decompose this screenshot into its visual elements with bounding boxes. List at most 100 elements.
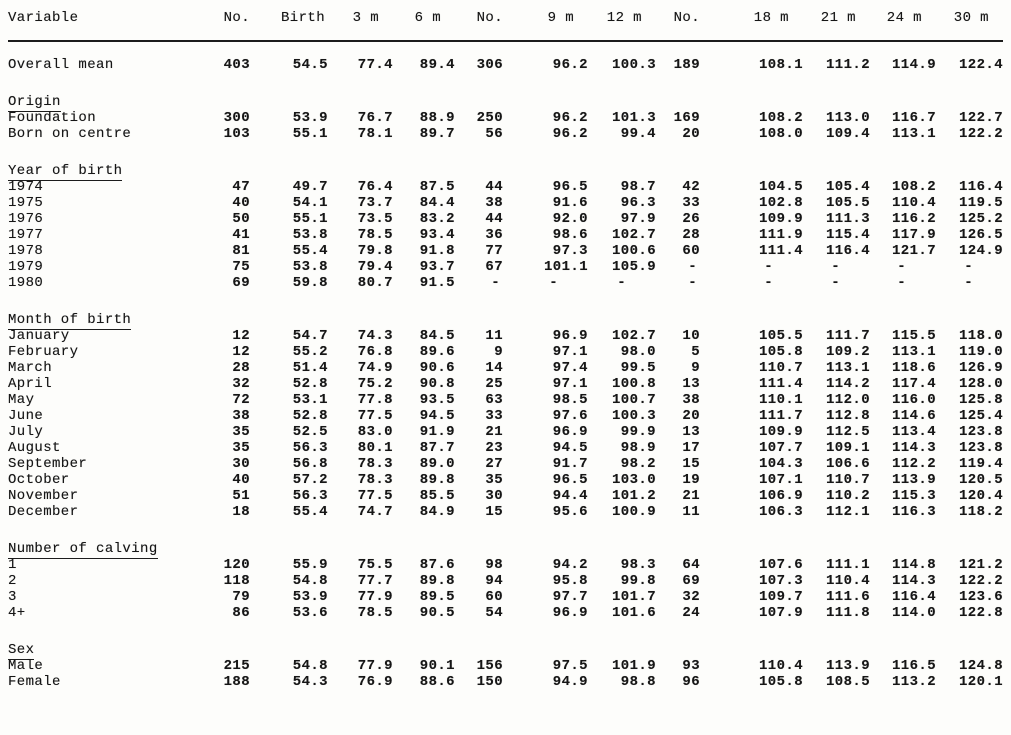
- cell-value: 96.2: [552, 110, 588, 126]
- cell-value: 77.4: [357, 57, 393, 73]
- cell-value: 97.4: [552, 360, 588, 376]
- cell-value: 55.2: [292, 344, 328, 360]
- cell-value: 67: [485, 259, 503, 275]
- table-row: December 18 55.4 74.7 84.9 15 95.6 100.9 11 106.3…: [8, 504, 1003, 520]
- section-heading: Origin: [8, 94, 61, 112]
- cell-value: 101.1: [543, 259, 588, 275]
- cell-value: 106.6: [825, 456, 870, 472]
- table-row: 1978 81 55.4 79.8 91.8 77 97.3 100.6 60 111.4 116.…: [8, 243, 1003, 259]
- cell-value: 110.4: [758, 658, 803, 674]
- cell-value: 53.8: [292, 227, 328, 243]
- cell-value: 79: [232, 589, 250, 605]
- column-header: 30 m: [936, 4, 1003, 42]
- cell-value: 84.4: [419, 195, 455, 211]
- cell-value: -: [897, 259, 906, 275]
- cell-value: 109.7: [758, 589, 803, 605]
- cell-value: 87.6: [419, 557, 455, 573]
- cell-value: -: [764, 275, 773, 291]
- cell-value: 53.1: [292, 392, 328, 408]
- cell-value: 109.2: [825, 344, 870, 360]
- table-row: August 35 56.3 80.1 87.7 23 94.5 98.9 17 107.7 109…: [8, 440, 1003, 456]
- section-heading: Number of calving: [8, 541, 158, 559]
- row-label: 1980: [8, 275, 44, 291]
- cell-value: 44: [485, 211, 503, 227]
- row-label: 1974: [8, 179, 44, 195]
- cell-value: 91.9: [419, 424, 455, 440]
- cell-value: 52.8: [292, 408, 328, 424]
- cell-value: 106.9: [758, 488, 803, 504]
- cell-value: 10: [682, 328, 700, 344]
- row-label: June: [8, 408, 44, 424]
- cell-value: 59.8: [292, 275, 328, 291]
- cell-value: 92.0: [552, 211, 588, 227]
- cell-value: 53.6: [292, 605, 328, 621]
- cell-value: 96.9: [552, 424, 588, 440]
- cell-value: 125.2: [958, 211, 1003, 227]
- cell-value: 114.8: [891, 557, 936, 573]
- row-label: 1978: [8, 243, 44, 259]
- cell-value: 118.0: [958, 328, 1003, 344]
- cell-value: 40: [232, 472, 250, 488]
- cell-value: 96: [682, 674, 700, 690]
- cell-value: 54.7: [292, 328, 328, 344]
- cell-value: 74.7: [357, 504, 393, 520]
- table-row: June 38 52.8 77.5 94.5 33 97.6 100.3 20 111.7 112.…: [8, 408, 1003, 424]
- table-row: October 40 57.2 78.3 89.8 35 96.5 103.0 19 107.1 1…: [8, 472, 1003, 488]
- cell-value: 80.7: [357, 275, 393, 291]
- cell-value: 306: [476, 57, 503, 73]
- cell-value: 98.8: [620, 674, 656, 690]
- cell-value: 116.4: [825, 243, 870, 259]
- row-label: 1: [8, 557, 17, 573]
- cell-value: 55.4: [292, 504, 328, 520]
- cell-value: 116.4: [958, 179, 1003, 195]
- cell-value: 38: [682, 392, 700, 408]
- cell-value: 115.4: [825, 227, 870, 243]
- cell-value: 54.1: [292, 195, 328, 211]
- cell-value: 35: [232, 440, 250, 456]
- cell-value: 102.7: [611, 328, 656, 344]
- cell-value: 74.3: [357, 328, 393, 344]
- cell-value: 93.5: [419, 392, 455, 408]
- cell-value: 23: [485, 440, 503, 456]
- cell-value: 118.6: [891, 360, 936, 376]
- cell-value: 94: [485, 573, 503, 589]
- cell-value: 108.0: [758, 126, 803, 142]
- cell-value: 111.2: [825, 57, 870, 73]
- row-label: August: [8, 440, 61, 456]
- cell-value: 123.8: [958, 424, 1003, 440]
- cell-value: 18: [232, 504, 250, 520]
- cell-value: 14: [485, 360, 503, 376]
- cell-value: 122.2: [958, 573, 1003, 589]
- table-row: May 72 53.1 77.8 93.5 63 98.5 100.7 38 110.1 112.0…: [8, 392, 1003, 408]
- cell-value: 56: [485, 126, 503, 142]
- cell-value: 114.2: [825, 376, 870, 392]
- cell-value: 111.6: [825, 589, 870, 605]
- cell-value: 93.4: [419, 227, 455, 243]
- row-label: 2: [8, 573, 17, 589]
- cell-value: 89.0: [419, 456, 455, 472]
- cell-value: 78.5: [357, 227, 393, 243]
- cell-value: 110.7: [825, 472, 870, 488]
- cell-value: 5: [691, 344, 700, 360]
- cell-value: 113.9: [825, 658, 870, 674]
- table-section: Month of birth January 12 54.7 74.3 84.5 11 96.…: [8, 291, 1003, 520]
- cell-value: 60: [682, 243, 700, 259]
- column-header: 3 m: [328, 4, 393, 42]
- cell-value: 75.5: [357, 557, 393, 573]
- cell-value: 28: [232, 360, 250, 376]
- cell-value: 120.4: [958, 488, 1003, 504]
- cell-value: 28: [682, 227, 700, 243]
- cell-value: 41: [232, 227, 250, 243]
- cell-value: 36: [485, 227, 503, 243]
- column-header: 18 m: [700, 4, 803, 42]
- cell-value: 107.3: [758, 573, 803, 589]
- column-header: No.: [656, 4, 700, 42]
- table-row: November 51 56.3 77.5 85.5 30 94.4 101.2 21 106.9…: [8, 488, 1003, 504]
- row-label: 4+: [8, 605, 26, 621]
- section-heading-row: Origin: [8, 73, 1003, 112]
- cell-value: 111.3: [825, 211, 870, 227]
- row-label: 3: [8, 589, 17, 605]
- table-row: March 28 51.4 74.9 90.6 14 97.4 99.5 9 110.7 113.1…: [8, 360, 1003, 376]
- cell-value: 32: [682, 589, 700, 605]
- column-header: 21 m: [803, 4, 870, 42]
